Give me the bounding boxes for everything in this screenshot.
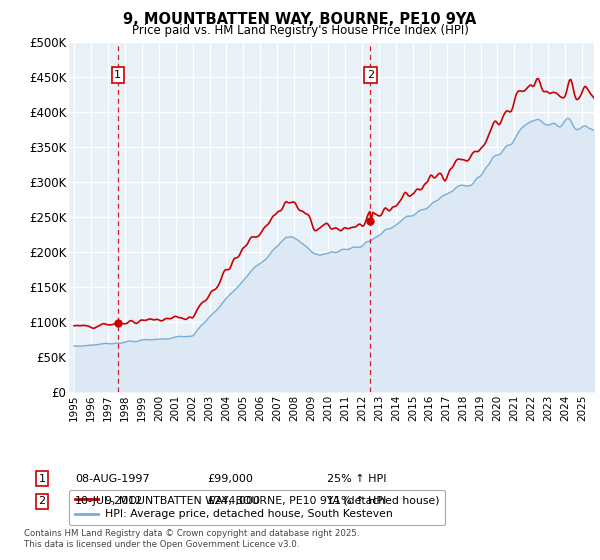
Text: 25% ↑ HPI: 25% ↑ HPI [327,474,386,484]
Text: £244,000: £244,000 [207,496,260,506]
Text: 11% ↑ HPI: 11% ↑ HPI [327,496,386,506]
Text: 1: 1 [115,70,121,80]
Text: 9, MOUNTBATTEN WAY, BOURNE, PE10 9YA: 9, MOUNTBATTEN WAY, BOURNE, PE10 9YA [124,12,476,27]
Text: 10-JUL-2012: 10-JUL-2012 [75,496,143,506]
Text: 2: 2 [367,70,374,80]
Text: Price paid vs. HM Land Registry's House Price Index (HPI): Price paid vs. HM Land Registry's House … [131,24,469,36]
Text: 2: 2 [38,496,46,506]
Text: £99,000: £99,000 [207,474,253,484]
Text: 1: 1 [38,474,46,484]
Text: Contains HM Land Registry data © Crown copyright and database right 2025.
This d: Contains HM Land Registry data © Crown c… [24,529,359,549]
Text: 08-AUG-1997: 08-AUG-1997 [75,474,149,484]
Legend: 9, MOUNTBATTEN WAY, BOURNE, PE10 9YA (detached house), HPI: Average price, detac: 9, MOUNTBATTEN WAY, BOURNE, PE10 9YA (de… [69,489,445,525]
